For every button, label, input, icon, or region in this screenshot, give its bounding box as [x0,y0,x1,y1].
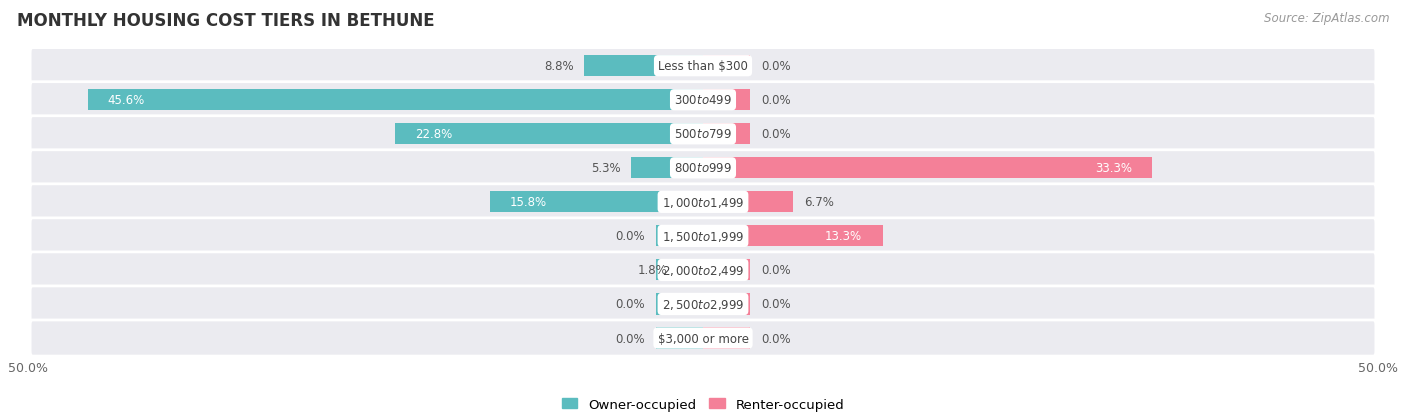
Text: 0.0%: 0.0% [616,298,645,311]
Text: 0.0%: 0.0% [761,298,790,311]
Text: Source: ZipAtlas.com: Source: ZipAtlas.com [1264,12,1389,25]
Bar [489,192,703,213]
Bar [655,294,703,315]
Bar [703,328,751,349]
Text: 0.0%: 0.0% [761,264,790,277]
Text: 33.3%: 33.3% [1095,162,1132,175]
FancyBboxPatch shape [30,116,1376,152]
Bar [655,226,703,247]
Text: $3,000 or more: $3,000 or more [658,332,748,345]
Bar [87,90,703,111]
FancyBboxPatch shape [30,49,1376,85]
FancyBboxPatch shape [30,286,1376,322]
Bar [703,56,751,77]
Text: 0.0%: 0.0% [761,128,790,141]
Bar [585,56,703,77]
Bar [703,90,751,111]
Bar [703,158,1153,179]
Text: $1,500 to $1,999: $1,500 to $1,999 [662,229,744,243]
FancyBboxPatch shape [30,184,1376,221]
Text: 0.0%: 0.0% [761,94,790,107]
FancyBboxPatch shape [30,218,1376,254]
FancyBboxPatch shape [30,150,1376,186]
Bar [703,226,883,247]
Text: $1,000 to $1,499: $1,000 to $1,499 [662,195,744,209]
Bar [703,124,751,145]
Text: 5.3%: 5.3% [591,162,620,175]
Bar [703,294,751,315]
Bar [703,192,793,213]
Text: MONTHLY HOUSING COST TIERS IN BETHUNE: MONTHLY HOUSING COST TIERS IN BETHUNE [17,12,434,30]
Text: 13.3%: 13.3% [825,230,862,243]
Text: 6.7%: 6.7% [804,196,834,209]
Text: 0.0%: 0.0% [761,60,790,73]
FancyBboxPatch shape [30,83,1376,119]
Bar [631,158,703,179]
FancyBboxPatch shape [30,320,1376,356]
Legend: Owner-occupied, Renter-occupied: Owner-occupied, Renter-occupied [557,392,849,413]
Text: 1.8%: 1.8% [638,264,668,277]
Bar [655,260,703,281]
Text: $2,000 to $2,499: $2,000 to $2,499 [662,263,744,277]
Text: $500 to $799: $500 to $799 [673,128,733,141]
Text: $800 to $999: $800 to $999 [673,162,733,175]
Text: 0.0%: 0.0% [761,332,790,345]
Text: Less than $300: Less than $300 [658,60,748,73]
Text: 22.8%: 22.8% [416,128,453,141]
Text: 15.8%: 15.8% [510,196,547,209]
Text: $2,500 to $2,999: $2,500 to $2,999 [662,297,744,311]
Text: $300 to $499: $300 to $499 [673,94,733,107]
Text: 0.0%: 0.0% [616,230,645,243]
Text: 0.0%: 0.0% [616,332,645,345]
Text: 45.6%: 45.6% [108,94,145,107]
Text: 8.8%: 8.8% [544,60,574,73]
Bar [395,124,703,145]
Bar [703,260,751,281]
FancyBboxPatch shape [30,252,1376,288]
Bar [655,328,703,349]
